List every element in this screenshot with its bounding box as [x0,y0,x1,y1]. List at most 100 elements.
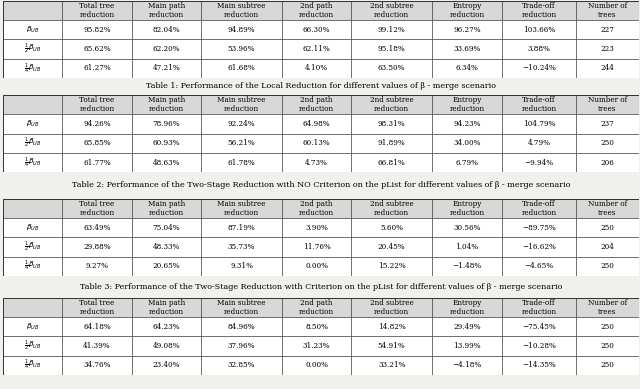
Text: 95.82%: 95.82% [83,26,111,34]
Text: Entropy
reduction: Entropy reduction [449,2,484,19]
Text: 250: 250 [600,262,614,270]
Bar [502,317,576,336]
Text: 64.98%: 64.98% [303,120,330,128]
Text: Table 2: Performance of the Two-Stage Reduction with NO Criterion on the pList f: Table 2: Performance of the Two-Stage Re… [72,181,570,189]
Bar [432,95,502,114]
Text: Trade-off
reduction: Trade-off reduction [522,96,556,113]
Text: 94.26%: 94.26% [83,120,111,128]
Text: 34.00%: 34.00% [453,139,481,147]
Bar [201,133,282,153]
Bar [351,1,432,20]
Text: 3.88%: 3.88% [527,45,550,53]
Text: Trade-off
reduction: Trade-off reduction [522,2,556,19]
Text: 32.85%: 32.85% [228,361,255,369]
Text: 250: 250 [600,139,614,147]
Text: $\frac{1}{4}\beta_{UB}$: $\frac{1}{4}\beta_{UB}$ [24,358,42,372]
Bar [502,199,576,218]
Bar [132,59,201,78]
Bar [62,20,132,39]
Bar [432,336,502,356]
Text: $\beta_{UB}$: $\beta_{UB}$ [26,119,40,129]
Bar [432,153,502,172]
Text: 92.24%: 92.24% [228,120,255,128]
Bar [62,59,132,78]
Text: $\beta_{UB}$: $\beta_{UB}$ [26,322,40,332]
Bar [432,114,502,133]
Bar [282,218,351,237]
Text: 6.34%: 6.34% [456,64,478,72]
Bar [502,356,576,375]
Text: $\beta_{UB}$: $\beta_{UB}$ [26,25,40,35]
Bar [576,356,639,375]
Bar [351,317,432,336]
Text: 37.96%: 37.96% [228,342,255,350]
Text: 206: 206 [600,159,614,166]
Text: 60.13%: 60.13% [303,139,330,147]
Bar [432,298,502,317]
Text: 29.49%: 29.49% [453,323,481,331]
Text: 2nd path
reduction: 2nd path reduction [299,299,334,316]
Bar [132,1,201,20]
Text: 56.21%: 56.21% [228,139,255,147]
Text: 8.50%: 8.50% [305,323,328,331]
Bar [3,59,62,78]
Text: Table 3: Performance of the Two-Stage Reduction with Criterion on the pList for : Table 3: Performance of the Two-Stage Re… [80,283,562,291]
Bar [201,218,282,237]
Text: 2nd subtree
reduction: 2nd subtree reduction [370,299,413,316]
Bar [351,39,432,59]
Bar [201,356,282,375]
Text: −16.62%: −16.62% [522,243,556,251]
Bar [576,1,639,20]
Text: 64.23%: 64.23% [153,323,180,331]
Bar [201,199,282,218]
Text: 4.73%: 4.73% [305,159,328,166]
Text: Number of
trees: Number of trees [588,2,627,19]
Bar [351,20,432,39]
Text: 34.76%: 34.76% [83,361,111,369]
Text: Total tree
reduction: Total tree reduction [79,96,115,113]
Text: 20.65%: 20.65% [152,262,180,270]
Bar [351,114,432,133]
Bar [3,336,62,356]
Text: Entropy
reduction: Entropy reduction [449,299,484,316]
Text: 4.79%: 4.79% [527,139,550,147]
Text: −9.94%: −9.94% [524,159,554,166]
Text: 0.00%: 0.00% [305,361,328,369]
Bar [351,199,432,218]
Bar [502,257,576,276]
Text: −10.28%: −10.28% [522,342,556,350]
Text: 94.89%: 94.89% [228,26,255,34]
Bar [132,95,201,114]
Bar [282,336,351,356]
Text: 9.31%: 9.31% [230,262,253,270]
Text: 66.81%: 66.81% [378,159,406,166]
Text: −1.48%: −1.48% [452,262,481,270]
Bar [62,1,132,20]
Bar [201,336,282,356]
Bar [282,114,351,133]
Bar [3,39,62,59]
Bar [132,257,201,276]
Bar [201,20,282,39]
Bar [282,39,351,59]
Bar [576,317,639,336]
Bar [576,336,639,356]
Text: 250: 250 [600,224,614,232]
Bar [62,133,132,153]
Text: 4.10%: 4.10% [305,64,328,72]
Text: Main path
reduction: Main path reduction [148,96,185,113]
Text: 60.93%: 60.93% [153,139,180,147]
Text: Total tree
reduction: Total tree reduction [79,299,115,316]
Text: 82.04%: 82.04% [152,26,180,34]
Bar [432,317,502,336]
Bar [132,317,201,336]
Text: 250: 250 [600,361,614,369]
Bar [62,39,132,59]
Text: 87.19%: 87.19% [228,224,255,232]
Bar [132,237,201,257]
Bar [432,356,502,375]
Bar [3,133,62,153]
Text: 223: 223 [600,45,614,53]
Text: 6.79%: 6.79% [455,159,478,166]
Bar [351,257,432,276]
